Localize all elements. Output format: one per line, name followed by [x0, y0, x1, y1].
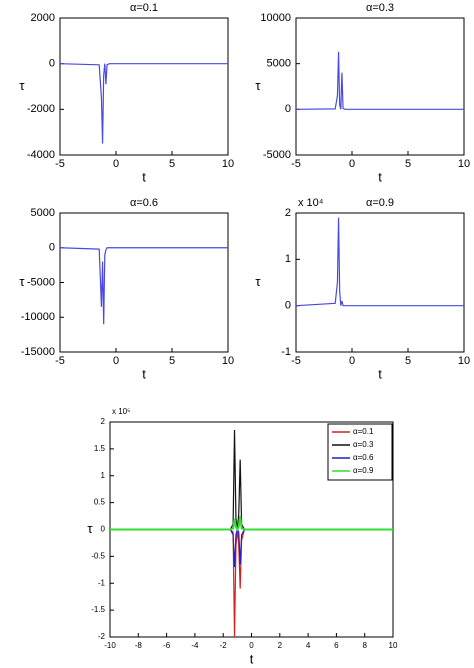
y-tick-label: -2	[98, 632, 106, 641]
y-tick-label: -10000	[21, 311, 55, 323]
data-line	[295, 51, 464, 110]
y-tick-label: 5000	[31, 207, 55, 219]
data-line	[110, 515, 393, 532]
y-tick-label: 0	[49, 242, 55, 254]
plot-frame	[59, 17, 229, 156]
y-tick-label: -1.5	[91, 605, 105, 614]
y-tick-label: 0	[49, 58, 55, 70]
y-tick-label: 10000	[260, 12, 291, 24]
data-line	[110, 528, 393, 638]
y-scale-label: x 10⁵	[112, 407, 130, 416]
legend-label: α=0.9	[353, 466, 374, 475]
y-tick-label: 0	[101, 525, 106, 534]
x-tick-label: 10	[458, 158, 470, 170]
y-tick-label: -5000	[263, 149, 291, 161]
x-tick-label: 10	[222, 355, 234, 367]
x-tick-label: -5	[291, 158, 301, 170]
x-tick-label: 5	[169, 355, 175, 367]
x-axis-label: t	[142, 169, 146, 184]
y-tick-label: 2	[285, 207, 291, 219]
x-tick-label: 6	[334, 641, 339, 650]
x-tick-label: 10	[458, 355, 470, 367]
x-tick-label: 10	[222, 158, 234, 170]
legend-label: α=0.3	[353, 440, 374, 449]
x-tick-label: -10	[104, 641, 116, 650]
x-tick-label: 2	[278, 641, 283, 650]
x-tick-label: -5	[291, 355, 301, 367]
chart-title: α=0.3	[366, 2, 394, 14]
x-axis-label: t	[250, 651, 254, 666]
legend-label: α=0.6	[353, 453, 374, 462]
y-tick-label: 5000	[267, 58, 291, 70]
x-tick-label: 10	[389, 641, 398, 650]
y-tick-label: -2000	[27, 103, 55, 115]
y-axis-label: τ	[87, 521, 93, 536]
x-tick-label: 4	[306, 641, 311, 650]
plot-frame	[295, 212, 465, 353]
x-tick-label: 0	[113, 158, 119, 170]
data-line	[295, 217, 464, 307]
chart-title: α=0.6	[130, 197, 158, 209]
x-tick-label: 8	[362, 641, 367, 650]
y-tick-label: 1	[285, 253, 291, 265]
x-tick-label: -8	[135, 641, 143, 650]
y-axis-label: τ	[255, 78, 261, 93]
x-tick-label: 0	[113, 355, 119, 367]
chart-title: α=0.1	[130, 2, 158, 14]
data-line	[59, 247, 228, 325]
data-line	[59, 63, 228, 144]
plot-frame	[295, 17, 465, 156]
x-axis-label: t	[378, 366, 382, 381]
x-tick-label: 5	[405, 355, 411, 367]
y-tick-label: 2	[101, 417, 106, 426]
x-tick-label: -6	[163, 641, 171, 650]
y-tick-label: -1	[281, 346, 291, 358]
x-tick-label: -2	[220, 641, 228, 650]
y-axis-label: τ	[19, 274, 25, 289]
y-tick-label: 1.5	[94, 444, 106, 453]
x-axis-label: t	[142, 366, 146, 381]
y-axis-label: τ	[255, 274, 261, 289]
y-tick-label: 0	[285, 300, 291, 312]
x-axis-label: t	[378, 169, 382, 184]
y-tick-label: 1	[101, 471, 106, 480]
x-tick-label: 0	[249, 641, 254, 650]
y-tick-label: 0	[285, 103, 291, 115]
y-tick-label: 0.5	[94, 498, 106, 507]
y-tick-label: -4000	[27, 149, 55, 161]
y-tick-label: -1	[98, 578, 106, 587]
plot-frame	[59, 212, 229, 353]
x-tick-label: 5	[169, 158, 175, 170]
x-tick-label: -5	[55, 158, 65, 170]
x-tick-label: -5	[55, 355, 65, 367]
legend-label: α=0.1	[353, 427, 374, 436]
x-tick-label: 0	[349, 158, 355, 170]
y-axis-label: τ	[19, 78, 25, 93]
y-tick-label: -15000	[21, 346, 55, 358]
x-tick-label: 0	[349, 355, 355, 367]
y-scale-label: x 10⁴	[298, 197, 324, 209]
chart-title: α=0.9	[366, 197, 394, 209]
y-tick-label: -5000	[27, 276, 55, 288]
x-tick-label: -4	[191, 641, 199, 650]
x-tick-label: 5	[405, 158, 411, 170]
y-tick-label: -0.5	[91, 551, 105, 560]
data-line	[110, 527, 393, 568]
y-tick-label: 2000	[31, 12, 55, 24]
